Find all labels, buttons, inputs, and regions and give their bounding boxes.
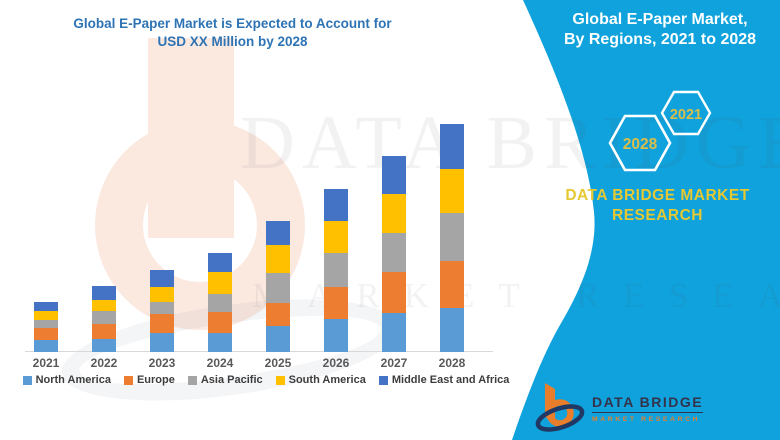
bar-segment-2021-middle-east-and-africa xyxy=(34,302,58,311)
legend-label: Asia Pacific xyxy=(200,374,263,386)
bar-segment-2026-middle-east-and-africa xyxy=(324,189,348,221)
legend-swatch xyxy=(123,375,133,385)
x-axis-line xyxy=(25,351,493,352)
legend-item-south-america: South America xyxy=(275,374,366,386)
stacked-bar-2026 xyxy=(324,189,348,352)
bar-segment-2022-south-america xyxy=(92,300,116,311)
bar-segment-2025-middle-east-and-africa xyxy=(266,221,290,245)
x-axis-label-2025: 2025 xyxy=(264,356,292,370)
logo-tagline: MARKET RESEARCH xyxy=(592,415,701,423)
chart-legend: North America Europe Asia Pacific South Ame… xyxy=(20,374,512,386)
x-axis-label-2024: 2024 xyxy=(206,356,234,370)
databridge-logo-icon xyxy=(535,383,585,432)
x-axis-label-2023: 2023 xyxy=(148,356,176,370)
bar-segment-2027-europe xyxy=(382,272,406,313)
panel-brand-line1: DATA BRIDGE MARKET xyxy=(565,187,750,204)
bar-segment-2028-middle-east-and-africa xyxy=(440,124,464,169)
bar-segment-2027-south-america xyxy=(382,194,406,233)
x-axis-label-2022: 2022 xyxy=(90,356,118,370)
bar-segment-2024-north-america xyxy=(208,333,232,352)
hexagon-2021-label: 2021 xyxy=(670,107,702,123)
chart-title-line1: Global E-Paper Market is Expected to Acc… xyxy=(73,16,392,31)
hexagon-2028-label: 2028 xyxy=(623,136,658,153)
bar-segment-2021-south-america xyxy=(34,311,58,320)
x-axis-label-2021: 2021 xyxy=(32,356,60,370)
legend-item-middle-east-and-africa: Middle East and Africa xyxy=(378,374,510,386)
bar-segment-2024-asia-pacific xyxy=(208,294,232,312)
bar-segment-2026-europe xyxy=(324,287,348,319)
bar-segment-2026-south-america xyxy=(324,221,348,253)
panel-brand-text: DATA BRIDGE MARKET RESEARCH xyxy=(530,186,780,227)
bar-segment-2028-europe xyxy=(440,261,464,308)
bar-segment-2022-europe xyxy=(92,324,116,339)
x-axis-label-2027: 2027 xyxy=(380,356,408,370)
bar-segment-2021-europe xyxy=(34,328,58,340)
bar-segment-2022-north-america xyxy=(92,339,116,352)
bar-segment-2022-middle-east-and-africa xyxy=(92,286,116,300)
bar-segment-2025-north-america xyxy=(266,326,290,352)
bar-segment-2023-south-america xyxy=(150,287,174,302)
bar-segment-2023-north-america xyxy=(150,333,174,352)
logo-wordmark: DATA BRIDGE xyxy=(592,394,704,413)
stacked-bar-2022 xyxy=(92,286,116,352)
legend-swatch xyxy=(378,375,388,385)
bar-segment-2027-asia-pacific xyxy=(382,233,406,272)
bar-segment-2024-middle-east-and-africa xyxy=(208,253,232,272)
bar-segment-2021-asia-pacific xyxy=(34,320,58,328)
bar-segment-2028-north-america xyxy=(440,308,464,352)
bar-segment-2027-middle-east-and-africa xyxy=(382,156,406,194)
bar-segment-2025-south-america xyxy=(266,245,290,273)
legend-item-north-america: North America xyxy=(22,374,111,386)
bar-segment-2021-north-america xyxy=(34,340,58,352)
hexagon-2021 xyxy=(660,90,712,136)
stacked-bar-2024 xyxy=(208,253,232,352)
panel-title: Global E-Paper Market, By Regions, 2021 … xyxy=(540,10,780,50)
legend-label: Middle East and Africa xyxy=(391,374,510,386)
bar-segment-2025-asia-pacific xyxy=(266,273,290,303)
bar-segment-2023-middle-east-and-africa xyxy=(150,270,174,287)
legend-item-asia-pacific: Asia Pacific xyxy=(187,374,263,386)
databridge-logo-text: DATA BRIDGE MARKET RESEARCH xyxy=(592,394,704,423)
stacked-bar-2021 xyxy=(34,302,58,352)
bar-segment-2022-asia-pacific xyxy=(92,311,116,324)
hexagon-2028 xyxy=(608,114,672,172)
bar-segment-2025-europe xyxy=(266,303,290,326)
legend-swatch xyxy=(187,375,197,385)
x-axis-label-2026: 2026 xyxy=(322,356,350,370)
legend-label: Europe xyxy=(136,374,175,386)
panel-brand-line2: RESEARCH xyxy=(612,207,703,225)
bar-segment-2026-north-america xyxy=(324,319,348,352)
bar-segment-2024-south-america xyxy=(208,272,232,294)
side-panel-shape xyxy=(512,0,780,440)
legend-label: North America xyxy=(35,374,111,386)
stacked-bar-2023 xyxy=(150,270,174,352)
legend-label: South America xyxy=(288,374,366,386)
bar-segment-2027-north-america xyxy=(382,313,406,352)
chart-title: Global E-Paper Market is Expected to Acc… xyxy=(0,15,465,51)
legend-swatch xyxy=(22,375,32,385)
chart-title-line2: USD XX Million by 2028 xyxy=(157,34,308,50)
legend-swatch xyxy=(275,375,285,385)
bar-segment-2024-europe xyxy=(208,312,232,333)
bar-segment-2028-south-america xyxy=(440,169,464,213)
stacked-bar-2025 xyxy=(266,221,290,352)
watermark-text-line1: DATA BRIDGE xyxy=(240,101,780,185)
logo-swoosh xyxy=(535,404,585,432)
stacked-bar-2027 xyxy=(382,156,406,352)
bar-segment-2026-asia-pacific xyxy=(324,253,348,287)
bar-segment-2028-asia-pacific xyxy=(440,213,464,261)
legend-item-europe: Europe xyxy=(123,374,175,386)
hexagon-badges: 2028 2021 xyxy=(608,90,712,172)
panel-title-line2: By Regions, 2021 to 2028 xyxy=(563,31,757,48)
plot-area: 2021 2022 2023 2024 2025 2026 2027 2028 xyxy=(25,124,493,370)
databridge-logo: DATA BRIDGE MARKET RESEARCH xyxy=(534,378,704,436)
x-axis-label-2028: 2028 xyxy=(438,356,466,370)
stacked-bar-2028 xyxy=(440,124,464,352)
bar-segment-2023-europe xyxy=(150,314,174,333)
bar-segment-2023-asia-pacific xyxy=(150,302,174,314)
panel-title-line1: Global E-Paper Market, xyxy=(572,11,748,28)
